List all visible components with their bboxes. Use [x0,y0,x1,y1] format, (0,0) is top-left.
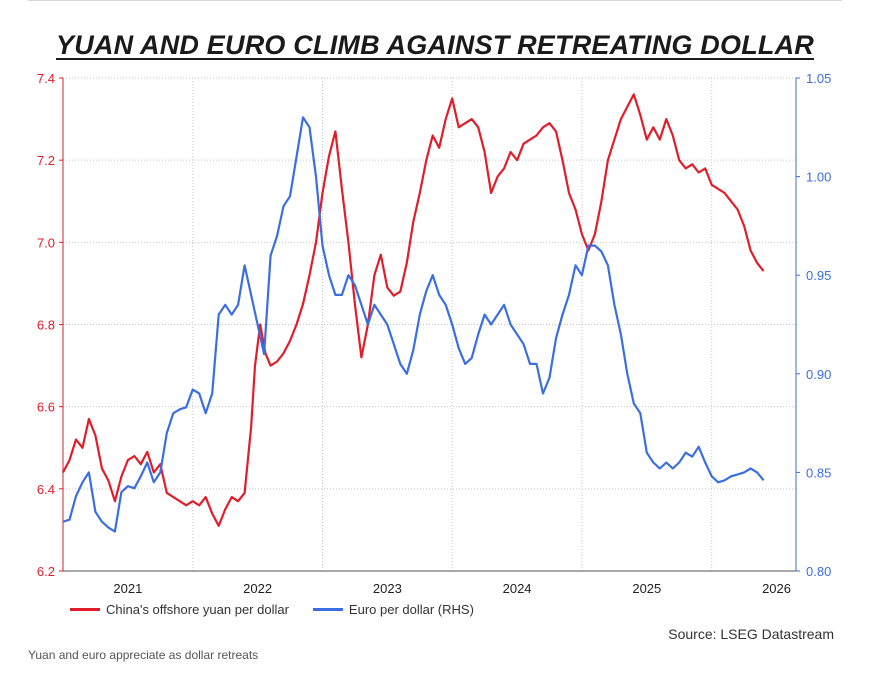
y-right-tick-label: 0.80 [806,564,831,579]
x-tick-label: 2025 [632,581,661,596]
legend-item-euro: Euro per dollar (RHS) [312,602,474,617]
y-left-tick-label: 6.2 [37,564,55,579]
legend-label-yuan: China's offshore yuan per dollar [106,602,289,617]
y-left-tick-label: 7.0 [37,235,55,250]
y-left-tick-label: 6.4 [37,482,55,497]
y-right-tick-label: 1.00 [806,170,831,185]
x-tick-label: 2026 [762,581,791,596]
legend-label-euro: Euro per dollar (RHS) [348,602,474,617]
series-line-yuan [62,93,765,527]
source-note: Source: LSEG Datastream [668,626,834,642]
chart-title: YUAN AND EURO CLIMB AGAINST RETREATING D… [56,30,814,60]
x-tick-label: 2023 [373,581,402,596]
y-left-tick-label: 6.8 [37,318,55,333]
legend-item-yuan: China's offshore yuan per dollar [70,602,289,617]
y-left-tick-label: 7.4 [37,71,55,86]
x-tick-label: 2021 [113,581,142,596]
legend: China's offshore yuan per dollar Euro pe… [70,602,498,617]
y-left-tick-label: 6.6 [37,400,55,415]
x-tick-label: 2022 [243,581,272,596]
legend-swatch-yuan [70,608,100,611]
y-right-tick-label: 0.90 [806,367,831,382]
y-left-tick-label: 7.2 [37,153,55,168]
y-right-tick-label: 0.85 [806,465,831,480]
legend-swatch-euro [312,608,343,611]
caption: Yuan and euro appreciate as dollar retre… [28,648,259,662]
x-tick-label: 2024 [503,581,532,596]
y-right-tick-label: 1.05 [806,71,831,86]
top-divider [28,0,842,1]
y-right-tick-label: 0.95 [806,268,831,283]
series-line-euro [62,116,765,533]
